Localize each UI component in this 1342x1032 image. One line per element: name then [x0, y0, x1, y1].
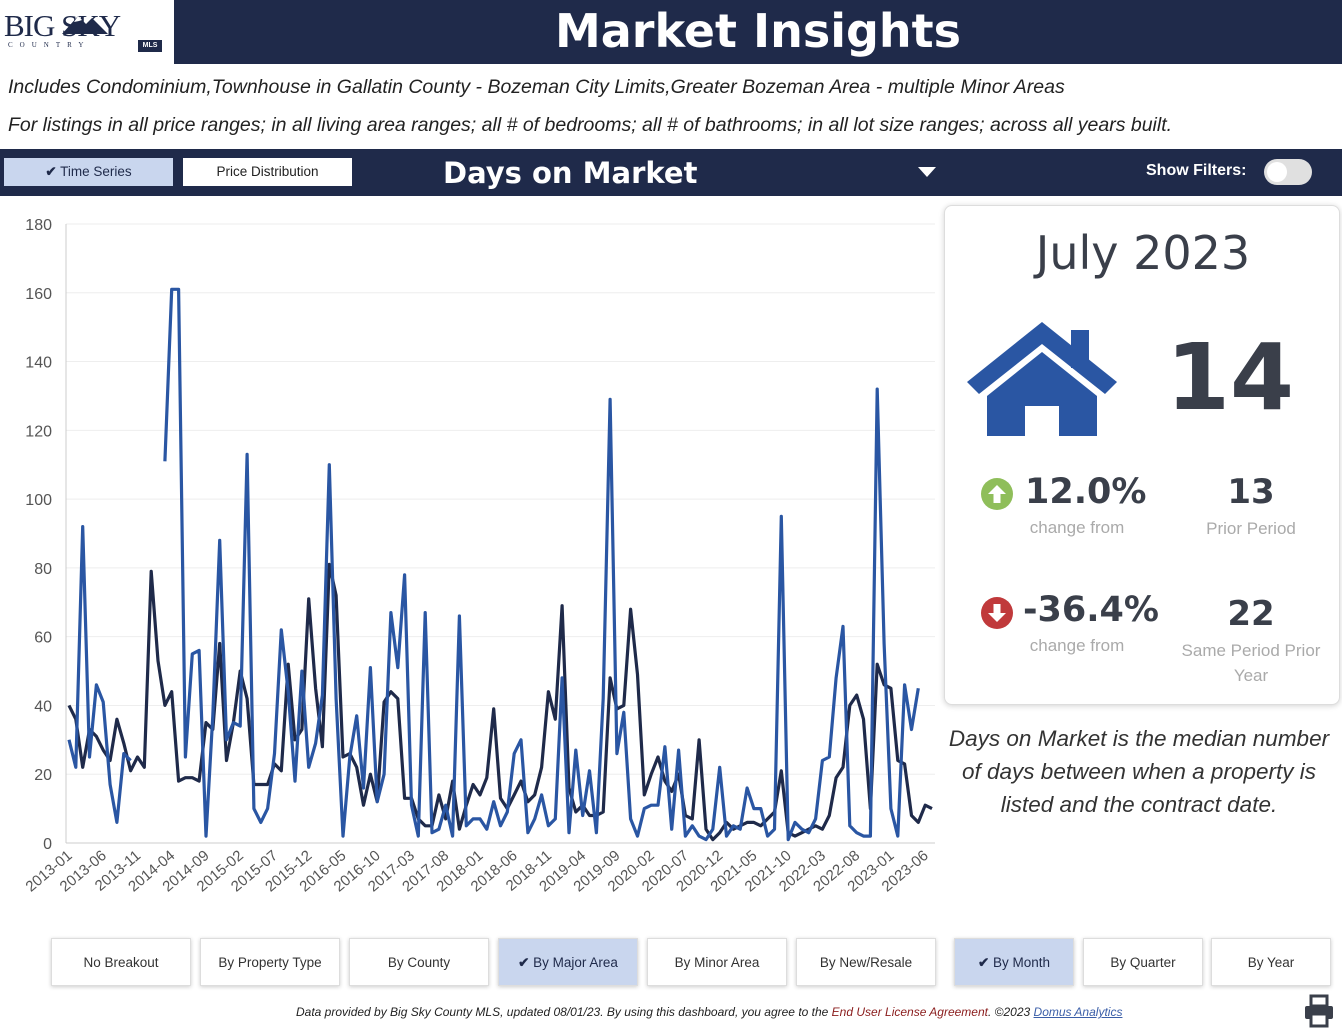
chevron-down-icon[interactable]	[918, 167, 936, 177]
change-prior-period: 12.0%	[1025, 472, 1147, 512]
control-bar: ✔ Time Series Price Distribution Days on…	[0, 149, 1342, 196]
interval-quarter-button[interactable]: By Quarter	[1083, 938, 1203, 986]
y-tick-label: 40	[34, 698, 52, 715]
eula-link[interactable]: End User License Agreement	[831, 1005, 988, 1019]
footer-text: Data provided by Big Sky County MLS, upd…	[296, 1005, 832, 1019]
button-label: By Property Type	[218, 955, 322, 970]
arrow-down-icon	[981, 597, 1013, 629]
breakout-none-button[interactable]: No Breakout	[51, 938, 191, 986]
tab-price-distribution[interactable]: Price Distribution	[183, 158, 352, 186]
logo-main-text: BIG SKY	[4, 8, 121, 43]
breakout-new-resale-button[interactable]: By New/Resale	[796, 938, 936, 986]
toggle-knob	[1267, 162, 1287, 182]
card-value: 14	[1165, 324, 1295, 431]
y-tick-label: 0	[43, 836, 52, 853]
button-label: By Quarter	[1110, 955, 1176, 970]
header: BIG SKY COUNTRY MLS Market Insights	[0, 0, 1342, 66]
metric-select-value[interactable]: Days on Market	[443, 156, 698, 190]
y-tick-label: 140	[25, 355, 52, 372]
button-label: By Major Area	[533, 955, 618, 970]
breakout-county-button[interactable]: By County	[349, 938, 489, 986]
prior-year-label: Same Period Prior Year	[1181, 641, 1321, 685]
button-label: By Minor Area	[674, 955, 760, 970]
logo-sub-text: COUNTRY	[8, 41, 91, 49]
prior-year-value: 22	[1227, 594, 1275, 634]
logo-badge: MLS	[138, 40, 162, 52]
footer-copyright: . ©2023	[987, 1005, 1034, 1019]
y-tick-label: 160	[25, 286, 52, 303]
check-icon: ✔	[518, 955, 534, 970]
tab-price-distribution-label: Price Distribution	[216, 164, 319, 179]
check-icon: ✔	[45, 164, 57, 179]
title-bar: Market Insights	[174, 0, 1342, 64]
interval-year-button[interactable]: By Year	[1211, 938, 1331, 986]
days-on-market-chart: 0204060801001201401601802013-012013-0620…	[22, 217, 935, 895]
show-filters-toggle[interactable]	[1264, 159, 1312, 185]
show-filters-label: Show Filters:	[1146, 162, 1247, 179]
y-tick-label: 120	[25, 423, 52, 440]
button-label: By County	[387, 955, 451, 970]
y-tick-label: 180	[25, 217, 52, 234]
breakout-major-area-button[interactable]: ✔ By Major Area	[498, 938, 638, 986]
change-prior-period-label: change from	[1029, 518, 1125, 537]
series-line-1	[67, 562, 933, 842]
y-tick-label: 20	[34, 767, 52, 784]
logo: BIG SKY COUNTRY MLS	[0, 0, 172, 66]
mountain-logo-icon	[62, 16, 108, 34]
filter-summary-property: Includes Condominium,Townhouse in Gallat…	[8, 76, 1065, 98]
tab-time-series[interactable]: ✔ Time Series	[4, 158, 173, 186]
prior-period-value: 13	[1227, 472, 1275, 512]
y-tick-label: 100	[25, 492, 52, 509]
metric-description: Days on Market is the median number of d…	[948, 726, 1330, 817]
printer-icon[interactable]	[1304, 994, 1334, 1028]
filter-summary-ranges: For listings in all price ranges; in all…	[8, 114, 1173, 136]
chart-gridlines	[66, 223, 935, 775]
y-tick-label: 60	[34, 630, 52, 647]
series-line-2	[67, 287, 920, 842]
button-label: By New/Resale	[819, 955, 913, 970]
interval-month-button[interactable]: ✔ By Month	[954, 938, 1074, 986]
page-title: Market Insights	[554, 4, 962, 58]
prior-period-label: Prior Period	[1206, 519, 1296, 538]
arrow-up-icon	[981, 478, 1013, 510]
footer: Data provided by Big Sky County MLS, upd…	[296, 1005, 1122, 1019]
summary-card: July 2023 14 12.0% change from 13 Prior …	[944, 205, 1340, 705]
card-period: July 2023	[1035, 226, 1251, 280]
breakout-property-type-button[interactable]: By Property Type	[200, 938, 340, 986]
breakout-minor-area-button[interactable]: By Minor Area	[647, 938, 787, 986]
button-label: By Month	[993, 955, 1051, 970]
button-label: No Breakout	[83, 955, 159, 970]
tab-time-series-label: Time Series	[60, 164, 132, 179]
y-tick-label: 80	[34, 561, 52, 578]
button-label: By Year	[1247, 955, 1295, 970]
company-link[interactable]: Domus Analytics	[1033, 1005, 1123, 1019]
check-icon: ✔	[977, 955, 994, 970]
house-icon	[967, 322, 1117, 436]
chart-series	[67, 287, 933, 842]
change-prior-year: -36.4%	[1023, 590, 1159, 630]
change-prior-year-label: change from	[1029, 636, 1125, 655]
